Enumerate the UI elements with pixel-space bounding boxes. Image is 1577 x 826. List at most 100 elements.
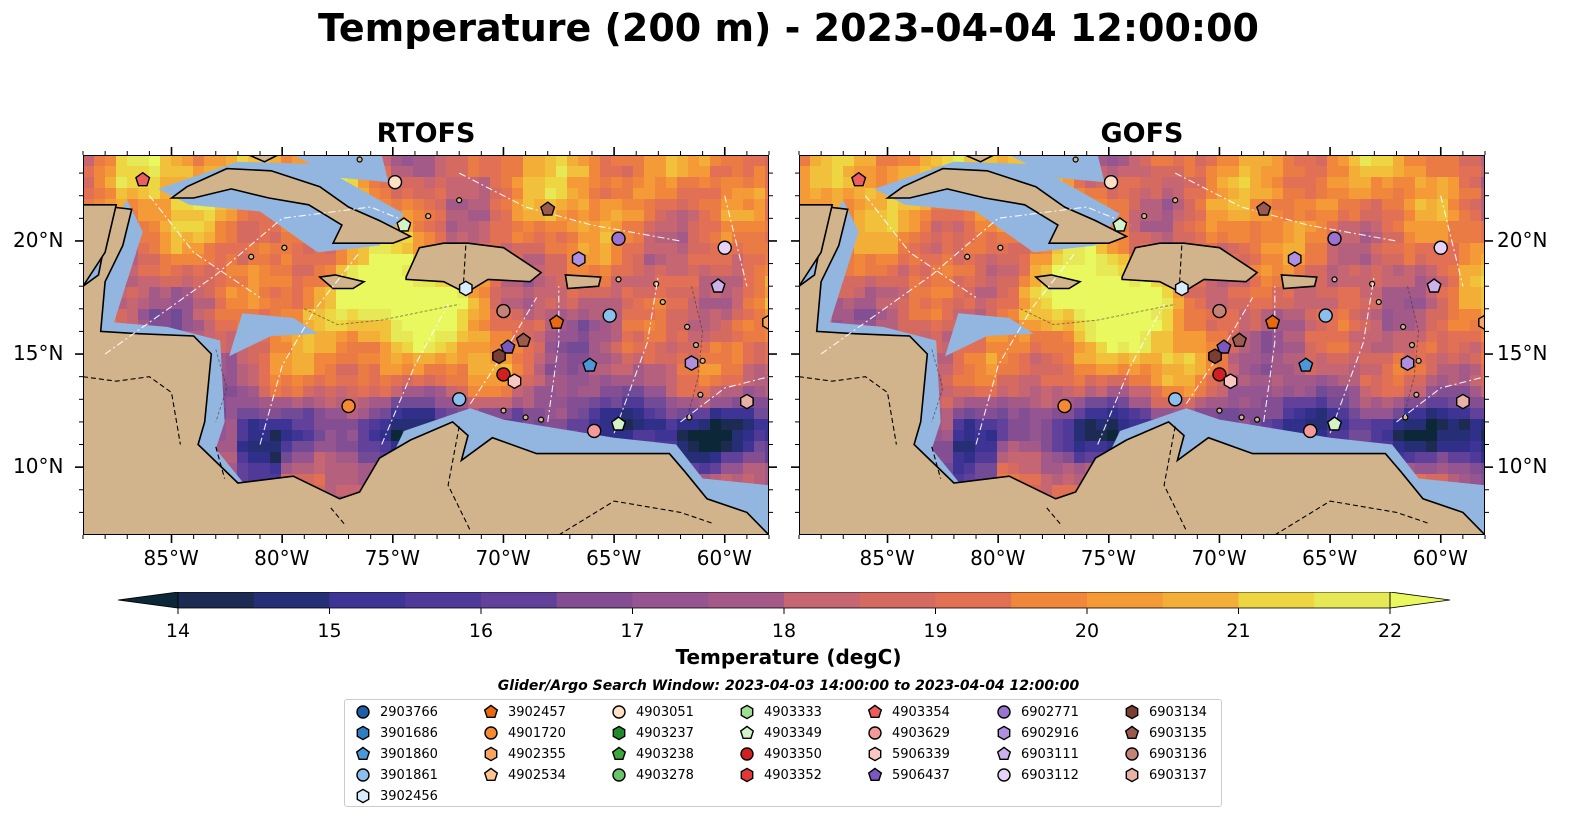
legend-label: 4903354 [892, 704, 950, 720]
legend-symbol-4903352 [740, 767, 754, 783]
rtofs-marker-6903111[interactable] [710, 278, 726, 293]
legend-symbol-5906339 [868, 746, 882, 762]
rtofs-marker-5906437[interactable] [500, 339, 516, 354]
rtofs-marker-3902456[interactable] [458, 280, 473, 297]
gofs-marker-6903111[interactable] [1426, 278, 1442, 293]
gofs-marker-3902457[interactable] [1264, 314, 1281, 329]
legend-symbol-4901720 [484, 726, 498, 740]
gofs-marker-4903629[interactable] [1302, 423, 1318, 439]
rtofs-marker-6902771[interactable] [611, 231, 626, 246]
legend-marker-icon [612, 705, 626, 719]
legend-marker-icon [740, 767, 754, 783]
legend-symbol-4903238 [611, 746, 627, 761]
colorbar-segment [1314, 592, 1391, 608]
rtofs-marker-6903136[interactable] [496, 303, 511, 319]
gofs-marker-6902916[interactable] [1287, 251, 1302, 268]
rtofs-marker-3901861[interactable] [451, 392, 467, 407]
gofs-marker-6903136[interactable] [1212, 303, 1227, 319]
legend-symbol-5906437 [867, 767, 883, 782]
rtofs-marker-6903134[interactable] [492, 348, 506, 365]
legend-item-2903766: 2903766 [355, 704, 438, 720]
rtofs-lon-tick-label: 85°W [143, 546, 199, 570]
legend-item-6903112: 6903112 [996, 767, 1079, 783]
gofs-marker-3901860[interactable] [1298, 357, 1314, 372]
rtofs-marker-4903349[interactable] [610, 416, 627, 431]
gofs-lon-tick-label: 65°W [1302, 546, 1358, 570]
gofs-marker-6902916[interactable] [1400, 355, 1415, 372]
rtofs-marker-4902355[interactable] [762, 314, 769, 331]
rtofs-marker-6903137[interactable] [740, 393, 754, 410]
gofs-marker-4902355[interactable] [1478, 314, 1485, 331]
gofs-marker-6903135[interactable] [1231, 332, 1248, 348]
legend-item-4903349: 4903349 [739, 725, 822, 741]
legend-marker-icon [740, 704, 754, 720]
gofs-marker-4903349[interactable] [1112, 217, 1128, 232]
legend-item-6902771: 6902771 [996, 704, 1079, 720]
gofs-borders [799, 245, 1430, 535]
legend-label: 4903629 [892, 725, 950, 741]
rtofs-lon-tick-label: 80°W [254, 546, 310, 570]
colorbar-segment [1162, 592, 1239, 608]
gofs-marker-4903349[interactable] [1326, 416, 1343, 431]
legend-item-4903051: 4903051 [611, 704, 694, 720]
rtofs-map[interactable] [83, 155, 769, 535]
legend-label: 4903238 [636, 746, 694, 762]
rtofs-marker-3902457[interactable] [548, 314, 565, 329]
rtofs-marker-6902916[interactable] [571, 251, 586, 268]
legend-marker-icon [996, 746, 1012, 761]
rtofs-eez-lines [104, 172, 769, 445]
gofs-marker-4901720[interactable] [1057, 398, 1072, 414]
colorbar-tick-label: 19 [923, 620, 948, 642]
rtofs-marker-4903051[interactable] [387, 174, 403, 190]
rtofs-marker-6903112[interactable] [717, 240, 732, 255]
gofs-marker-6903134[interactable] [1208, 348, 1222, 365]
rtofs-marker-3901861[interactable] [602, 308, 617, 323]
colorbar-tick-label: 22 [1377, 620, 1403, 642]
rtofs-marker-4903354[interactable] [135, 171, 151, 187]
rtofs-marker-3901860[interactable] [582, 357, 598, 372]
gofs-lat-tick-label: 10°N [1497, 454, 1548, 479]
legend-marker-icon [867, 704, 883, 719]
gofs-marker-5906437[interactable] [1216, 339, 1232, 354]
gofs-marker-4903350[interactable] [1212, 367, 1227, 382]
legend-label: 3901861 [380, 767, 438, 783]
gofs-marker-4903354[interactable] [851, 171, 867, 187]
rtofs-marker-5906339[interactable] [507, 373, 522, 390]
gofs-marker-6902771[interactable] [1327, 231, 1342, 246]
legend-label: 4903237 [636, 725, 694, 741]
rtofs-marker-4903629[interactable] [586, 423, 602, 439]
legend-label: 5906437 [892, 767, 950, 783]
colorbar-segment [178, 592, 255, 608]
legend-label: 6902916 [1021, 725, 1079, 741]
rtofs-marker-6903135[interactable] [515, 332, 532, 348]
rtofs-marker-4903350[interactable] [496, 367, 511, 382]
colorbar [118, 592, 1451, 614]
gofs-marker-3901861[interactable] [1167, 392, 1183, 407]
legend-symbol-4903350 [740, 747, 754, 761]
legend-item-6903134: 6903134 [1124, 704, 1207, 720]
legend-label: 5906339 [892, 746, 950, 762]
gofs-marker-3901861[interactable] [1318, 308, 1333, 323]
legend-marker-icon [997, 725, 1011, 741]
gofs-map[interactable] [799, 155, 1485, 535]
rtofs-marker-6903135[interactable] [540, 201, 556, 216]
gofs-marker-6903112[interactable] [1433, 240, 1448, 255]
gofs-marker-5906339[interactable] [1223, 373, 1238, 390]
rtofs-marker-6902916[interactable] [684, 355, 699, 372]
rtofs-float-markers [135, 171, 769, 439]
gofs-marker-6903135[interactable] [1256, 201, 1272, 216]
colorbar-tick-label: 15 [317, 620, 342, 642]
legend-symbol-4903051 [612, 705, 626, 719]
legend-marker-icon [739, 725, 755, 740]
gofs-marker-4903051[interactable] [1103, 174, 1119, 190]
gofs-marker-6903137[interactable] [1456, 393, 1470, 410]
legend-item-4903629: 4903629 [867, 725, 950, 741]
rtofs-lon-tick-label: 60°W [696, 546, 752, 570]
rtofs-lat-tick-label: 20°N [13, 227, 64, 252]
gofs-lon-tick-label: 70°W [1191, 546, 1247, 570]
rtofs-marker-4901720[interactable] [341, 398, 356, 414]
rtofs-bathymetry-contours [215, 286, 704, 423]
legend-item-4903278: 4903278 [611, 767, 694, 783]
gofs-marker-3902456[interactable] [1174, 280, 1189, 297]
rtofs-marker-4903349[interactable] [396, 217, 412, 232]
